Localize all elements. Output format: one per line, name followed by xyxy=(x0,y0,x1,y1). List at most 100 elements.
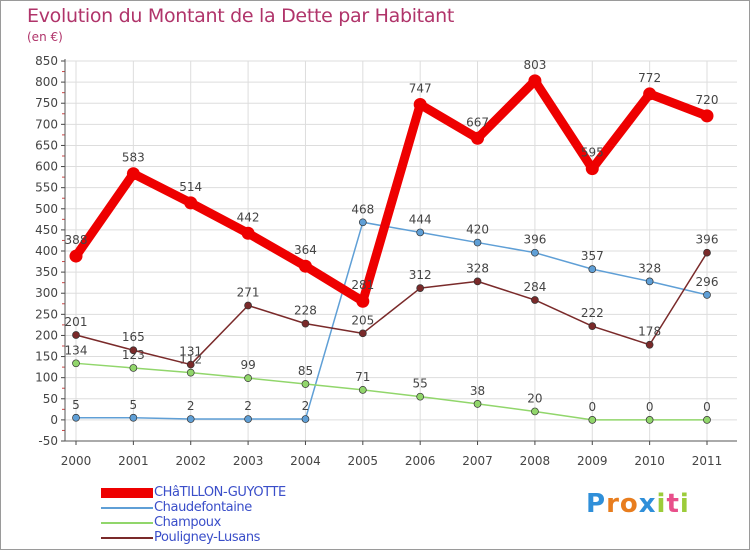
data-label: 468 xyxy=(351,202,374,216)
x-tick-label: 2001 xyxy=(118,454,149,468)
data-label: 38 xyxy=(470,384,485,398)
data-label: 396 xyxy=(696,233,719,247)
data-point xyxy=(588,416,597,424)
data-label: 396 xyxy=(523,233,546,247)
y-tick-label: 600 xyxy=(35,160,58,174)
data-label: 357 xyxy=(581,249,604,263)
logo-letter: t xyxy=(666,489,680,519)
x-tick-label: 2010 xyxy=(634,454,665,468)
data-label: 85 xyxy=(298,364,313,378)
y-tick-label: 800 xyxy=(35,75,58,89)
data-label: 720 xyxy=(696,93,719,107)
data-label: 5 xyxy=(72,398,80,412)
data-label: 296 xyxy=(696,275,719,289)
legend-swatch-3 xyxy=(101,537,153,539)
data-label: 228 xyxy=(294,304,317,318)
x-tick-label: 2009 xyxy=(577,454,608,468)
series-line-0 xyxy=(72,76,709,306)
unit-label: (en €) xyxy=(27,30,63,44)
y-tick-label: 150 xyxy=(35,350,58,364)
data-label: 201 xyxy=(65,315,88,329)
data-point xyxy=(244,415,252,423)
data-label: 747 xyxy=(409,81,432,95)
data-point xyxy=(241,226,255,240)
data-label: 328 xyxy=(638,261,661,275)
data-label: 583 xyxy=(122,151,145,165)
y-tick-label: 350 xyxy=(35,265,58,279)
data-point xyxy=(703,291,711,299)
data-point xyxy=(531,296,539,304)
y-tick-label: 750 xyxy=(35,96,58,110)
proxiti-logo: Proxiti xyxy=(586,489,690,519)
data-point xyxy=(413,97,427,111)
data-point xyxy=(301,380,310,388)
y-tick-label: 200 xyxy=(35,328,58,342)
data-label: 595 xyxy=(581,146,604,160)
data-point xyxy=(585,162,599,176)
data-label: 2 xyxy=(187,399,195,413)
y-tick-label: 250 xyxy=(35,307,58,321)
logo-letter: i xyxy=(679,489,690,519)
data-point xyxy=(356,294,370,308)
data-label: 772 xyxy=(638,71,661,85)
y-tick-label: 50 xyxy=(43,392,58,406)
data-point xyxy=(298,259,312,273)
data-label: 2 xyxy=(244,399,252,413)
data-label: 5 xyxy=(130,398,138,412)
data-point xyxy=(531,407,539,416)
data-point xyxy=(358,329,367,338)
data-point xyxy=(129,364,138,372)
y-tick-label: 550 xyxy=(35,181,58,195)
data-point xyxy=(72,413,80,422)
x-tick-label: 2005 xyxy=(348,454,379,468)
data-label: 0 xyxy=(703,400,711,414)
series-line-2 xyxy=(75,362,707,421)
legend-swatch-2 xyxy=(101,522,153,524)
y-tick-label: 0 xyxy=(50,413,58,427)
data-point xyxy=(129,413,138,422)
data-label: 281 xyxy=(351,278,374,292)
data-point xyxy=(301,415,310,423)
data-point xyxy=(473,238,482,247)
data-point xyxy=(643,87,657,101)
data-label: 328 xyxy=(466,261,489,275)
data-label: 271 xyxy=(237,285,260,299)
data-label: 55 xyxy=(413,377,428,391)
data-point xyxy=(645,340,654,349)
data-label: 222 xyxy=(581,306,604,320)
legend-label-2: Champoux xyxy=(154,515,221,530)
x-tick-label: 2008 xyxy=(520,454,551,468)
y-tick-label: 300 xyxy=(35,286,58,300)
data-point xyxy=(416,392,425,401)
data-label: 71 xyxy=(355,370,370,384)
data-label: 178 xyxy=(638,325,661,339)
logo-letter: o xyxy=(619,489,639,519)
data-point xyxy=(473,277,482,286)
data-point xyxy=(186,368,195,377)
legend-label-3: Pouligney-Lusans xyxy=(154,530,261,545)
data-label: 0 xyxy=(646,400,654,414)
series-line-1 xyxy=(76,221,708,420)
legend-label-0: CHâTILLON-GUYOTTE xyxy=(154,485,286,500)
data-label: 420 xyxy=(466,223,489,237)
y-tick-label: -50 xyxy=(38,434,58,448)
data-point xyxy=(126,167,140,181)
y-tick-label: 100 xyxy=(35,371,58,385)
data-label: 667 xyxy=(466,115,489,129)
data-label: 0 xyxy=(588,400,596,414)
data-point xyxy=(416,284,425,293)
data-label: 514 xyxy=(179,180,202,194)
data-point xyxy=(186,415,195,423)
series-line-3 xyxy=(75,252,708,366)
y-tick-label: 650 xyxy=(35,138,58,152)
x-tick-label: 2000 xyxy=(61,454,92,468)
data-point xyxy=(471,131,485,145)
data-point xyxy=(645,416,654,424)
data-label: 99 xyxy=(240,358,255,372)
data-label: 131 xyxy=(179,345,202,359)
data-point xyxy=(358,218,367,227)
data-point xyxy=(184,196,198,210)
data-point xyxy=(528,74,542,88)
